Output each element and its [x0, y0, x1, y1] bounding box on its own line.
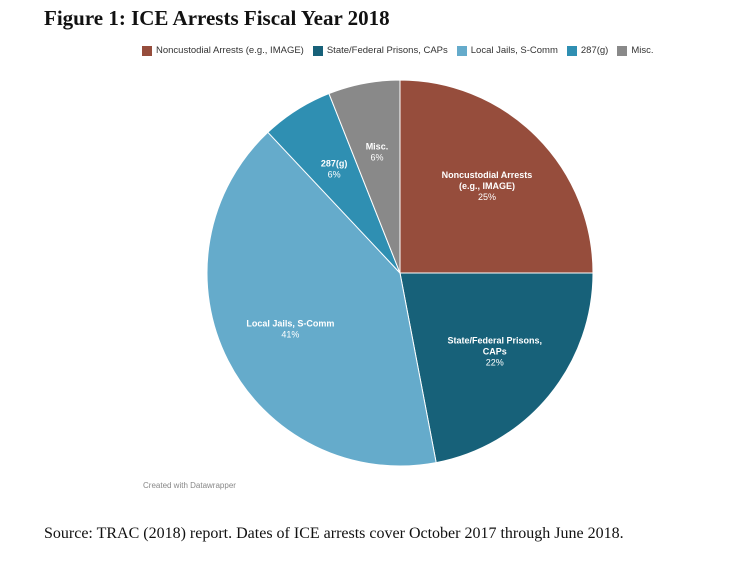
legend-swatch [312, 45, 323, 56]
slice-name: CAPs [483, 346, 507, 356]
slice-label: 287(g) 6% [321, 159, 348, 180]
slice-value: 25% [478, 192, 496, 202]
pie-slice [328, 79, 401, 274]
legend-label: Misc. [631, 45, 654, 56]
slice-value: 22% [486, 357, 504, 367]
legend-item: Local Jails, S-Comm [456, 45, 558, 56]
pie-slice [206, 131, 437, 467]
legend-label: 287(g) [580, 45, 609, 56]
legend-swatch [142, 45, 152, 56]
legend-swatch [456, 45, 467, 56]
credit: Created with Datawrapper [143, 481, 236, 490]
slice-name: (e.g., IMAGE) [459, 181, 515, 191]
slice-value: 6% [370, 153, 383, 163]
slice-name: Misc. [366, 142, 389, 152]
legend-label: Local Jails, S-Comm [470, 45, 558, 56]
slice-name: Local Jails, S-Comm [246, 318, 334, 328]
legend-item: Noncustodial Arrests (e.g., IMAGE) [142, 45, 304, 56]
slice-name: Noncustodial Arrests [442, 170, 533, 180]
slice-label: Noncustodial Arrests (e.g., IMAGE) 25% [442, 170, 533, 202]
slice-value: 6% [328, 170, 341, 180]
slice-label: Local Jails, S-Comm 41% [246, 318, 334, 339]
legend-swatch [617, 45, 628, 56]
figure-title: Figure 1: ICE Arrests Fiscal Year 2018 [44, 6, 390, 30]
source-note: Source: TRAC (2018) report. Dates of ICE… [44, 525, 624, 542]
legend-item: Misc. [617, 45, 654, 56]
legend-item: 287(g) [566, 45, 609, 56]
pie-slice [399, 272, 594, 464]
legend-item: State/Federal Prisons, CAPs [312, 45, 448, 56]
slice-name: State/Federal Prisons, [447, 335, 542, 345]
slice-label: State/Federal Prisons, CAPs 22% [447, 335, 542, 367]
legend-label: State/Federal Prisons, CAPs [326, 45, 448, 56]
legend-label: Noncustodial Arrests (e.g., IMAGE) [156, 45, 304, 56]
legend: Noncustodial Arrests (e.g., IMAGE) State/… [142, 45, 654, 56]
slice-value: 41% [281, 329, 299, 339]
legend-swatch [566, 45, 577, 56]
slice-name: 287(g) [321, 159, 348, 169]
slice-label: Misc. 6% [366, 142, 389, 163]
pie-slice [399, 79, 594, 274]
